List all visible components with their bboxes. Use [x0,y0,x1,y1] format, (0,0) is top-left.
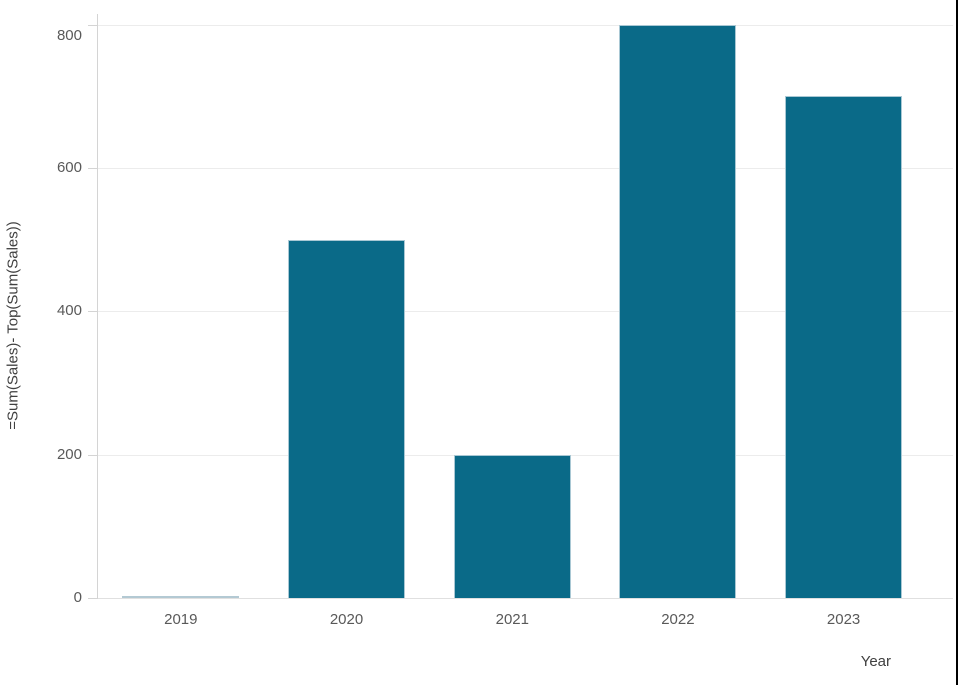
bar-2023[interactable] [785,96,903,598]
x-axis-title: Year [860,653,891,670]
gridline-y-400 [98,311,953,313]
x-tick-label-2020: 2020 [329,611,364,628]
y-tickmark-0 [88,598,98,599]
frame-right-border [956,0,958,685]
y-tick-label-400: 400 [56,302,82,320]
y-tickmark-200 [88,454,98,456]
y-tickmark-800 [88,24,98,26]
gridline-y-800 [98,24,953,26]
y-axis-title: =Sum(Sales)- Top(Sum(Sales)) [4,221,22,430]
y-axis-line [97,14,98,598]
bar-2021[interactable] [453,454,571,598]
x-tick-label-2022: 2022 [661,611,695,628]
x-tick-label-2021: 2021 [495,611,529,628]
bar-2020[interactable] [288,239,405,598]
y-tick-label-800: 800 [56,27,82,44]
bar-2022[interactable] [619,24,737,598]
x-tick-label-2023: 2023 [826,611,861,628]
y-tick-label-0: 0 [73,589,82,606]
gridline-y-0 [98,598,953,599]
bar-2019[interactable] [122,596,240,598]
gridline-y-600 [98,167,953,169]
y-tick-label-600: 600 [56,158,82,176]
y-tickmark-600 [88,167,98,169]
y-tick-label-200: 200 [56,445,82,463]
x-tick-label-2019: 2019 [164,611,198,628]
y-tickmark-400 [88,311,98,313]
